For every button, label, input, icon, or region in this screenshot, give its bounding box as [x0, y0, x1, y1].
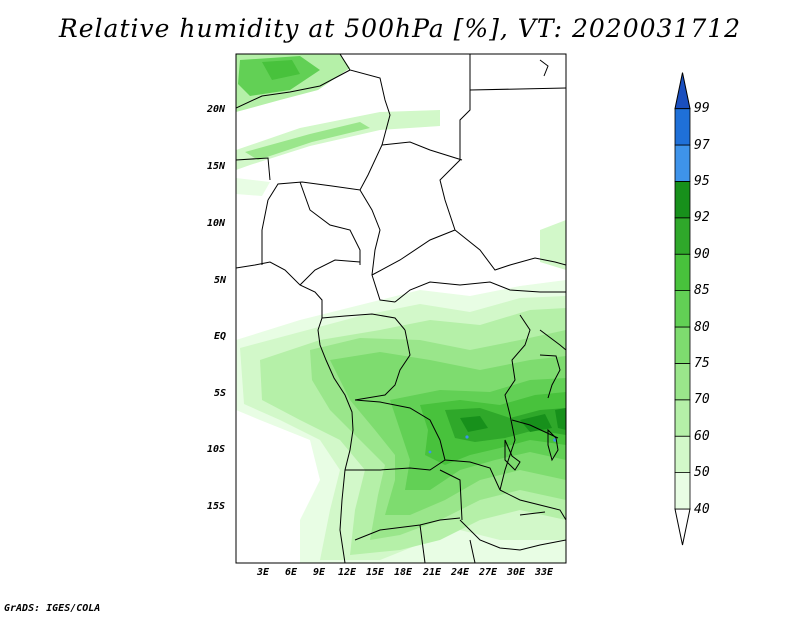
- colorbar-label: 95: [694, 174, 710, 189]
- colorbar-label: 97: [694, 138, 710, 153]
- colorbar-label: 40: [694, 502, 710, 517]
- lat-label: 5N: [214, 275, 227, 286]
- colorbar-segment: [674, 253, 691, 291]
- lat-label: 15N: [207, 161, 226, 172]
- colorbar-label: 90: [694, 247, 710, 262]
- colorbar-segment: [674, 108, 691, 146]
- lon-label: 21E: [423, 567, 442, 578]
- colorbar-segment: [674, 290, 691, 328]
- lon-label: 9E: [313, 567, 326, 578]
- colorbar-label: 92: [694, 210, 710, 225]
- colorbar-segment: [674, 326, 691, 364]
- country-borders: [236, 54, 566, 563]
- lat-label: 15S: [207, 501, 226, 512]
- colorbar-label: 60: [694, 429, 710, 444]
- colorbar-segment: [674, 180, 691, 219]
- colorbar-label: 75: [694, 356, 710, 371]
- lon-label: 33E: [535, 567, 554, 578]
- colorbar-segment: [674, 435, 691, 474]
- colorbar-segment: [674, 217, 691, 255]
- lon-label: 18E: [394, 567, 413, 578]
- chart-title: Relative humidity at 500hPa [%], VT: 202…: [58, 14, 742, 43]
- colorbar-label: 85: [694, 283, 710, 298]
- lon-label: 6E: [285, 567, 298, 578]
- lon-label: 24E: [451, 567, 470, 578]
- colorbar-label: 50: [694, 465, 710, 480]
- colorbar-segment: [674, 399, 691, 437]
- colorbar-segment: [674, 144, 691, 182]
- colorbar: [674, 72, 691, 546]
- lon-label: 30E: [507, 567, 526, 578]
- lat-label: 20N: [207, 104, 226, 115]
- lon-label: 15E: [366, 567, 385, 578]
- map-frame: [235, 53, 567, 564]
- colorbar-label: 80: [694, 320, 710, 335]
- colorbar-lower-triangle: [674, 508, 691, 546]
- lat-label: EQ: [214, 331, 227, 342]
- lon-label: 12E: [338, 567, 357, 578]
- colorbar-segment: [674, 362, 691, 401]
- colorbar-upper-triangle: [674, 72, 691, 110]
- lat-label: 5S: [214, 388, 227, 399]
- credit-text: GrADS: IGES/COLA: [4, 603, 101, 614]
- lat-label: 10S: [207, 444, 226, 455]
- lon-label: 3E: [257, 567, 270, 578]
- lon-label: 27E: [479, 567, 498, 578]
- colorbar-label: 70: [694, 392, 710, 407]
- colorbar-label: 99: [694, 101, 710, 116]
- colorbar-segment: [674, 472, 691, 510]
- lat-label: 10N: [207, 218, 226, 229]
